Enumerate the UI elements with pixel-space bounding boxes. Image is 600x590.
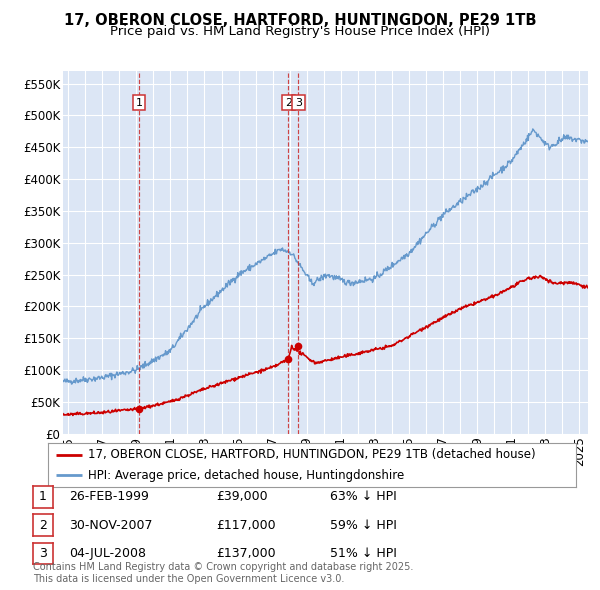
Text: 1: 1 [39, 490, 47, 503]
Text: 51% ↓ HPI: 51% ↓ HPI [330, 547, 397, 560]
Text: 3: 3 [295, 97, 302, 107]
Text: This data is licensed under the Open Government Licence v3.0.: This data is licensed under the Open Gov… [33, 574, 344, 584]
Text: 17, OBERON CLOSE, HARTFORD, HUNTINGDON, PE29 1TB: 17, OBERON CLOSE, HARTFORD, HUNTINGDON, … [64, 13, 536, 28]
Text: 30-NOV-2007: 30-NOV-2007 [69, 519, 152, 532]
Text: £39,000: £39,000 [216, 490, 268, 503]
Text: 63% ↓ HPI: 63% ↓ HPI [330, 490, 397, 503]
Text: Contains HM Land Registry data © Crown copyright and database right 2025.: Contains HM Land Registry data © Crown c… [33, 562, 413, 572]
Text: 3: 3 [39, 547, 47, 560]
Text: Price paid vs. HM Land Registry's House Price Index (HPI): Price paid vs. HM Land Registry's House … [110, 25, 490, 38]
Text: 2: 2 [39, 519, 47, 532]
Text: £137,000: £137,000 [216, 547, 275, 560]
Text: 59% ↓ HPI: 59% ↓ HPI [330, 519, 397, 532]
Text: HPI: Average price, detached house, Huntingdonshire: HPI: Average price, detached house, Hunt… [88, 468, 404, 482]
Text: 1: 1 [136, 97, 142, 107]
Text: 2: 2 [285, 97, 292, 107]
Text: 17, OBERON CLOSE, HARTFORD, HUNTINGDON, PE29 1TB (detached house): 17, OBERON CLOSE, HARTFORD, HUNTINGDON, … [88, 448, 535, 461]
Text: £117,000: £117,000 [216, 519, 275, 532]
Text: 04-JUL-2008: 04-JUL-2008 [69, 547, 146, 560]
Text: 26-FEB-1999: 26-FEB-1999 [69, 490, 149, 503]
